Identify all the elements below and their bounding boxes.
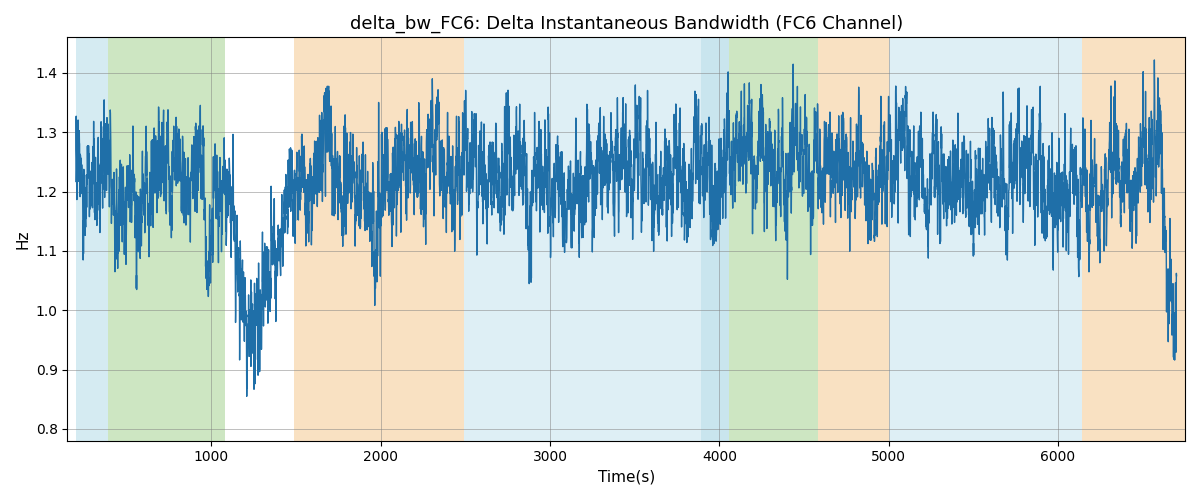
- Bar: [76, 38, 108, 440]
- X-axis label: Time(s): Time(s): [598, 470, 655, 485]
- Bar: [701, 38, 730, 440]
- Bar: [730, 38, 817, 440]
- Bar: [889, 38, 1081, 440]
- Title: delta_bw_FC6: Delta Instantaneous Bandwidth (FC6 Channel): delta_bw_FC6: Delta Instantaneous Bandwi…: [349, 15, 902, 34]
- Bar: [1081, 38, 1186, 440]
- Bar: [294, 38, 463, 440]
- Bar: [817, 38, 889, 440]
- Bar: [463, 38, 701, 440]
- Bar: [108, 38, 224, 440]
- Y-axis label: Hz: Hz: [16, 230, 30, 249]
